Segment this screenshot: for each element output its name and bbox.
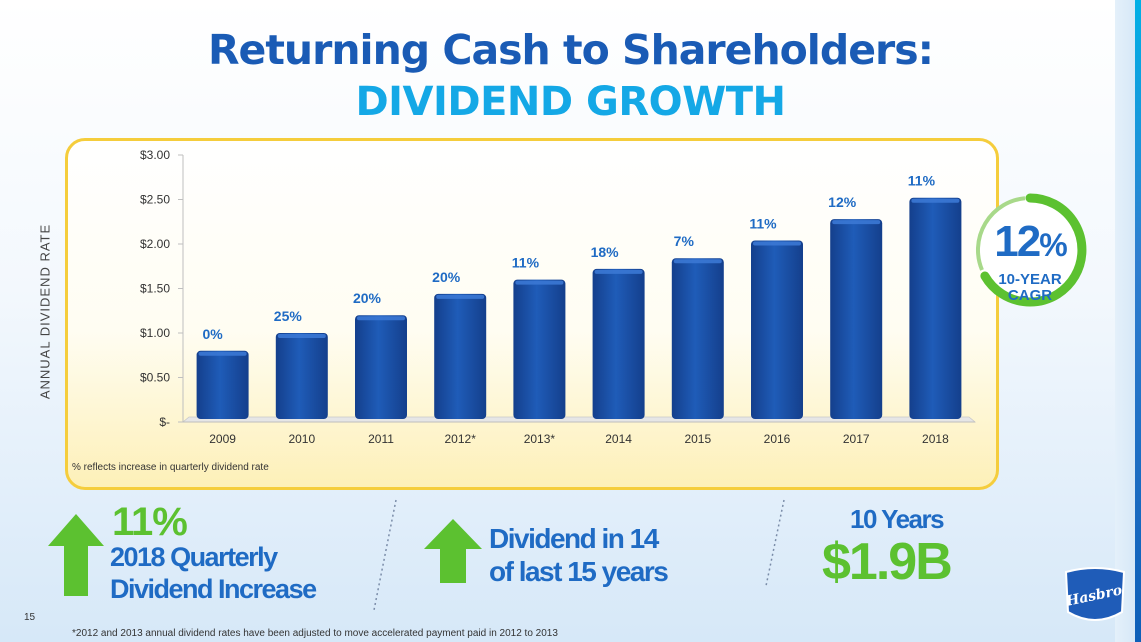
data-label: 11% bbox=[512, 255, 540, 271]
x-tick-label: 2011 bbox=[368, 432, 394, 446]
bar-top-highlight bbox=[357, 316, 405, 321]
hasbro-logo: Hasbro bbox=[1064, 567, 1126, 621]
bar-top-highlight bbox=[911, 198, 960, 203]
bar bbox=[355, 315, 407, 419]
up-arrow-icon bbox=[48, 514, 104, 596]
x-tick-label: 2015 bbox=[684, 432, 711, 446]
x-tick-label: 2014 bbox=[605, 432, 632, 446]
bar-top-highlight bbox=[673, 259, 722, 264]
x-tick-label: 2013* bbox=[524, 432, 556, 446]
x-tick-label: 2018 bbox=[922, 432, 949, 446]
bar bbox=[275, 333, 328, 419]
y-tick-label: $1.50 bbox=[140, 282, 170, 296]
divider-left bbox=[373, 499, 397, 611]
y-axis-title: ANNUAL DIVIDEND RATE bbox=[37, 223, 53, 400]
x-tick-label: 2017 bbox=[843, 432, 870, 446]
y-tick-label: $0.50 bbox=[140, 371, 170, 385]
footnote: *2012 and 2013 annual dividend rates hav… bbox=[72, 628, 558, 639]
bar-top-highlight bbox=[277, 334, 326, 338]
right-edge-accent bbox=[1135, 0, 1141, 642]
y-tick-label: $3.00 bbox=[140, 148, 170, 162]
ten-years-value: $1.9B bbox=[822, 533, 953, 591]
bar bbox=[592, 268, 645, 419]
bar-top-highlight bbox=[832, 220, 881, 225]
x-tick-label: 2010 bbox=[288, 432, 315, 446]
up-arrow-icon bbox=[424, 519, 482, 583]
data-label: 18% bbox=[591, 244, 620, 260]
y-tick-label: $- bbox=[159, 415, 170, 429]
bar bbox=[196, 350, 249, 419]
slide-subtitle: DIVIDEND GROWTH bbox=[355, 79, 786, 125]
page-number: 15 bbox=[24, 612, 36, 623]
ten-years-label: 10 Years bbox=[850, 504, 945, 534]
bar-top-highlight bbox=[753, 241, 801, 246]
quarterly-increase-label-line1: 2018 Quarterly bbox=[110, 542, 278, 572]
cagr-label-line1: 10-YEAR bbox=[998, 271, 1062, 288]
data-label: 0% bbox=[202, 326, 223, 342]
bar-top-highlight bbox=[515, 280, 564, 285]
slide-title: Returning Cash to Shareholders: bbox=[207, 26, 934, 74]
bar bbox=[513, 279, 566, 419]
cagr-number: 12 bbox=[994, 217, 1041, 266]
bar-top-highlight bbox=[198, 351, 247, 356]
x-tick-label: 2016 bbox=[764, 432, 791, 446]
data-label: 20% bbox=[432, 269, 461, 285]
bar bbox=[434, 293, 487, 419]
bar-top-highlight bbox=[436, 294, 485, 299]
right-decoration-strip bbox=[1115, 0, 1141, 642]
bar bbox=[751, 240, 803, 419]
dividend-history-line1: Dividend in 14 bbox=[489, 523, 659, 554]
data-label: 25% bbox=[274, 308, 303, 324]
data-label: 12% bbox=[828, 194, 857, 210]
chart-note: % reflects increase in quarterly dividen… bbox=[72, 462, 269, 473]
data-label: 20% bbox=[353, 290, 382, 306]
divider-right bbox=[765, 499, 785, 587]
quarterly-increase-value: 11% bbox=[112, 500, 188, 544]
bar bbox=[671, 258, 724, 419]
y-tick-label: $2.00 bbox=[140, 237, 170, 251]
cagr-label-line2: CAGR bbox=[1007, 287, 1053, 304]
bar-top-highlight bbox=[594, 269, 643, 274]
y-tick-label: $2.50 bbox=[140, 193, 170, 207]
bar bbox=[830, 219, 883, 419]
data-label: 11% bbox=[908, 173, 936, 189]
dividend-history-line2: of last 15 years bbox=[489, 556, 669, 587]
cagr-value: 12% bbox=[970, 220, 1090, 267]
x-tick-label: 2009 bbox=[209, 432, 236, 446]
quarterly-increase-label-line2: Dividend Increase bbox=[110, 574, 317, 604]
cagr-percent-symbol: % bbox=[1039, 227, 1067, 263]
y-tick-label: $1.00 bbox=[140, 326, 170, 340]
data-label: 7% bbox=[674, 233, 695, 249]
x-tick-label: 2012* bbox=[445, 432, 477, 446]
data-label: 11% bbox=[749, 215, 777, 231]
cagr-ring-icon bbox=[976, 193, 1087, 307]
bar bbox=[909, 197, 962, 419]
